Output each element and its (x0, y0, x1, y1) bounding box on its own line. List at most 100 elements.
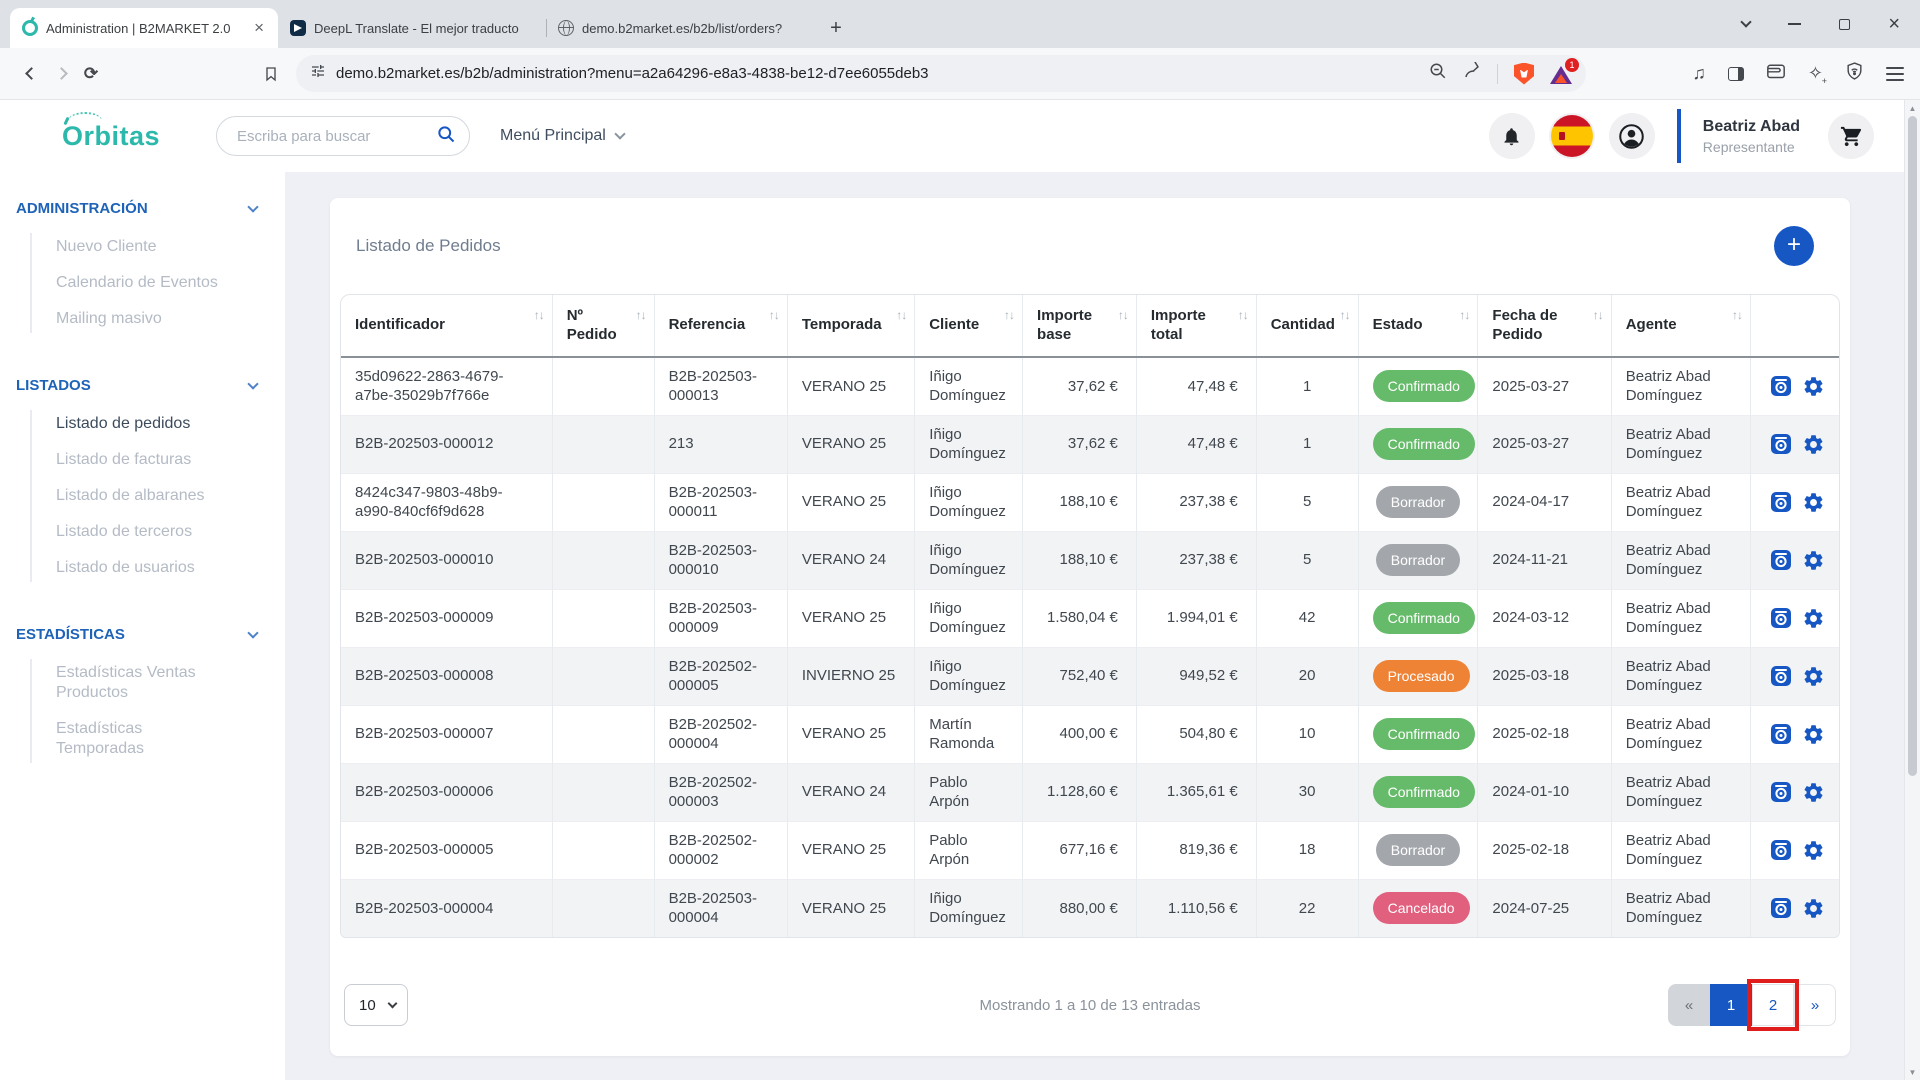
view-order-button[interactable] (1770, 781, 1792, 803)
view-order-button[interactable] (1770, 607, 1792, 629)
column-header-n-pedido[interactable]: Nº Pedido↑↓ (552, 295, 654, 357)
pagination-page-1[interactable]: 1 (1710, 984, 1752, 1026)
add-order-button[interactable]: + (1774, 226, 1814, 266)
sort-icon[interactable]: ↑↓ (1238, 308, 1248, 323)
account-button[interactable] (1609, 113, 1655, 159)
sidebar-item-estadisticas-temporadas[interactable]: Estadísticas Temporadas (56, 719, 228, 759)
sort-icon[interactable]: ↑↓ (1118, 308, 1128, 323)
column-header-estado[interactable]: Estado↑↓ (1358, 295, 1478, 357)
column-header-temporada[interactable]: Temporada↑↓ (787, 295, 914, 357)
column-header-identificador[interactable]: Identificador↑↓ (341, 295, 552, 357)
site-settings-icon[interactable] (310, 63, 326, 84)
column-header-cantidad[interactable]: Cantidad↑↓ (1256, 295, 1358, 357)
share-icon[interactable] (1463, 62, 1481, 85)
sort-icon[interactable]: ↑↓ (636, 308, 646, 323)
scrollbar-thumb[interactable] (1908, 116, 1917, 776)
notifications-button[interactable] (1489, 113, 1535, 159)
scroll-down-icon[interactable]: ▼ (1909, 1064, 1917, 1080)
pagination-next-button[interactable]: » (1794, 984, 1836, 1026)
view-order-button[interactable] (1770, 491, 1792, 513)
pagination-page-2[interactable]: 2 (1752, 984, 1794, 1026)
order-settings-button[interactable] (1802, 549, 1825, 572)
order-settings-button[interactable] (1802, 433, 1825, 456)
sort-icon[interactable]: ↑↓ (896, 308, 906, 323)
sidebar-item-listado-de-pedidos[interactable]: Listado de pedidos (56, 414, 228, 434)
zoom-out-icon[interactable] (1429, 62, 1447, 85)
column-header-importe-total[interactable]: Importe total↑↓ (1136, 295, 1256, 357)
search-input[interactable] (237, 128, 436, 145)
view-order-button[interactable] (1770, 665, 1792, 687)
sidebar-item-listado-de-usuarios[interactable]: Listado de usuarios (56, 558, 228, 578)
browser-tab-2[interactable]: DeepL Translate - El mejor traducto (278, 8, 546, 48)
page-size-select[interactable]: 10 (344, 984, 408, 1026)
wallet-icon[interactable] (1766, 62, 1786, 85)
new-tab-button[interactable]: + (822, 14, 850, 42)
sort-icon[interactable]: ↑↓ (1732, 308, 1742, 323)
view-order-button[interactable] (1770, 433, 1792, 455)
search-icon[interactable] (436, 124, 456, 149)
sort-icon[interactable]: ↑↓ (534, 308, 544, 323)
order-settings-button[interactable] (1802, 607, 1825, 630)
sort-icon[interactable]: ↑↓ (1004, 308, 1014, 323)
browser-tab-3[interactable]: demo.b2market.es/b2b/list/orders? (546, 8, 814, 48)
sort-icon[interactable]: ↑↓ (1593, 308, 1603, 323)
minimize-button[interactable] (1788, 23, 1801, 25)
brave-shields-icon[interactable] (1514, 63, 1534, 85)
browser-tab-1[interactable]: Administration | B2MARKET 2.0× (10, 8, 278, 48)
cart-button[interactable] (1828, 113, 1874, 159)
order-settings-button[interactable] (1802, 839, 1825, 862)
reload-button[interactable]: ⟳ (76, 59, 106, 89)
sidebar-section-header-listados[interactable]: LISTADOS (16, 377, 267, 402)
main-menu-dropdown[interactable]: Menú Principal (500, 127, 624, 145)
close-tab-icon[interactable]: × (252, 18, 266, 38)
order-settings-button[interactable] (1802, 665, 1825, 688)
order-settings-button[interactable] (1802, 897, 1825, 920)
sidebar-item-nuevo-cliente[interactable]: Nuevo Cliente (56, 237, 228, 257)
sidebar-item-listado-de-facturas[interactable]: Listado de facturas (56, 450, 228, 470)
order-settings-button[interactable] (1802, 781, 1825, 804)
sidebar-item-listado-de-terceros[interactable]: Listado de terceros (56, 522, 228, 542)
sidebar-item-calendario-de-eventos[interactable]: Calendario de Eventos (56, 273, 228, 293)
menu-icon[interactable] (1886, 67, 1904, 81)
pagination-prev-button[interactable]: « (1668, 984, 1710, 1026)
language-button[interactable] (1549, 113, 1595, 159)
sidebar-toggle-icon[interactable] (1728, 67, 1744, 81)
order-settings-button[interactable] (1802, 491, 1825, 514)
address-bar[interactable]: demo.b2market.es/b2b/administration?menu… (296, 55, 1586, 92)
sidebar-section-header-estadisticas[interactable]: ESTADÍSTICAS (16, 626, 267, 651)
url-text[interactable]: demo.b2market.es/b2b/administration?menu… (336, 65, 929, 82)
search-box[interactable] (216, 116, 470, 156)
column-header-referencia[interactable]: Referencia↑↓ (654, 295, 787, 357)
column-header-fecha-de-pedido[interactable]: Fecha de Pedido↑↓ (1478, 295, 1611, 357)
vpn-shield-icon[interactable] (1845, 61, 1864, 86)
order-settings-button[interactable] (1802, 723, 1825, 746)
view-order-button[interactable] (1770, 549, 1792, 571)
column-header-agente[interactable]: Agente↑↓ (1611, 295, 1750, 357)
order-settings-button[interactable] (1802, 375, 1825, 398)
sort-icon[interactable]: ↑↓ (1459, 308, 1469, 323)
close-window-button[interactable]: × (1888, 14, 1900, 34)
sidebar-item-listado-de-albaranes[interactable]: Listado de albaranes (56, 486, 228, 506)
view-order-button[interactable] (1770, 897, 1792, 919)
media-icon[interactable]: ♫ (1692, 63, 1706, 84)
view-order-button[interactable] (1770, 723, 1792, 745)
sidebar-section-header-administracion[interactable]: ADMINISTRACIÓN (16, 200, 267, 225)
view-order-button[interactable] (1770, 375, 1792, 397)
scroll-up-icon[interactable]: ▲ (1909, 100, 1917, 116)
bookmark-icon[interactable] (256, 59, 286, 89)
sidebar-item-estadisticas-ventas-productos[interactable]: Estadísticas Ventas Productos (56, 663, 228, 703)
sort-icon[interactable]: ↑↓ (1340, 308, 1350, 323)
column-header-importe-base[interactable]: Importe base↑↓ (1023, 295, 1137, 357)
browser-scrollbar[interactable]: ▲ ▼ (1904, 100, 1920, 1080)
back-button[interactable] (16, 59, 46, 89)
column-header-cliente[interactable]: Cliente↑↓ (915, 295, 1023, 357)
view-order-button[interactable] (1770, 839, 1792, 861)
forward-button[interactable] (46, 59, 76, 89)
brave-rewards-icon[interactable]: 1 (1550, 64, 1572, 84)
leo-ai-icon[interactable]: ✧ (1808, 63, 1823, 84)
sidebar-item-mailing-masivo[interactable]: Mailing masivo (56, 309, 228, 329)
sort-icon[interactable]: ↑↓ (769, 308, 779, 323)
maximize-button[interactable] (1839, 19, 1850, 30)
orbitas-logo[interactable]: Orbitas (62, 121, 160, 152)
tab-search-chevron-icon[interactable] (1742, 22, 1750, 26)
